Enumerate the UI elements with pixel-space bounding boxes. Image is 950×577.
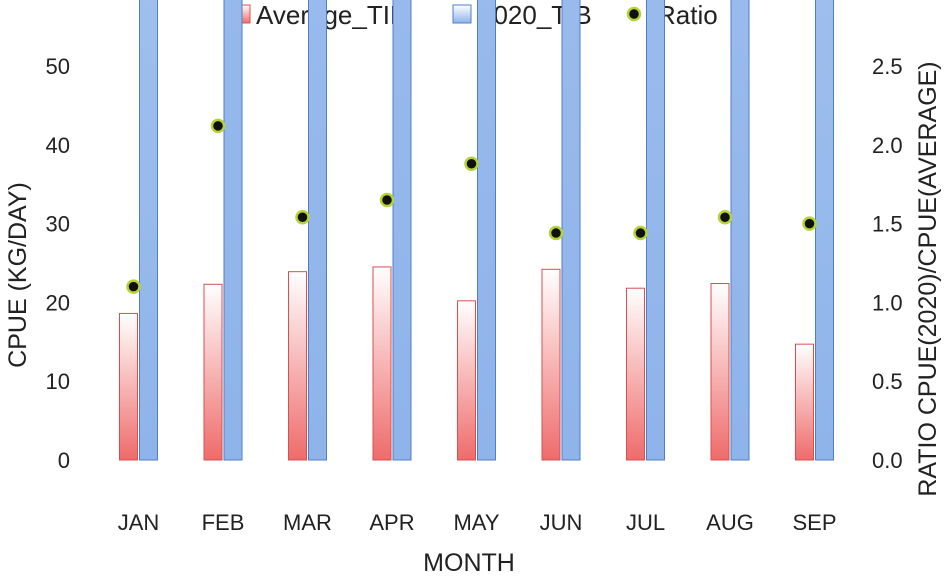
point-ratio-feb: [210, 118, 226, 134]
bar-2020-tib-jan: [139, 0, 158, 461]
bar-2020-tib-feb: [223, 0, 243, 461]
point-ratio-jun: [548, 225, 564, 241]
point-ratio-may: [464, 156, 479, 171]
x-tick-jan: JAN: [118, 510, 160, 535]
bar-2020-tib-jul: [646, 0, 665, 461]
legend: Average_TIB 2020_TIB Ratio: [231, 0, 718, 30]
y-tick-right-0: 0.0: [872, 448, 903, 473]
bar-2020-tib-may: [477, 0, 496, 461]
x-tick-jun: JUN: [540, 510, 583, 535]
bar-2020-tib-sep: [815, 0, 834, 461]
x-axis-title: MONTH: [423, 549, 515, 577]
y-tick-right-1: 0.5: [872, 369, 903, 394]
y-tick-right-5: 2.5: [872, 54, 903, 79]
x-tick-jul: JUL: [626, 510, 665, 535]
x-tick-feb: FEB: [202, 510, 245, 535]
series-ratio-points: [126, 118, 817, 294]
y-tick-right-2: 1.0: [872, 290, 903, 315]
y-axis-left-ticks: 0 10 20 30 40 50: [46, 54, 70, 473]
y-axis-title: CPUE (KG/DAY): [4, 182, 32, 368]
x-axis-category-labels: JAN FEB MAR APR MAY JUN JUL AUG SEP: [118, 510, 837, 535]
legend-label-average-tib: Average_TIB: [256, 0, 407, 30]
y-tick-right-3: 1.5: [872, 212, 903, 237]
y-axis-right-title: RATIO CPUE(2020)/CPUE(AVERAGE): [914, 61, 942, 496]
x-tick-apr: APR: [369, 510, 414, 535]
bar-2020-tib-jun: [561, 0, 581, 461]
y-tick-left-2: 20: [46, 290, 70, 315]
x-tick-aug: AUG: [706, 510, 754, 535]
y-tick-left-4: 40: [46, 133, 70, 158]
bar-average-tib-aug: [710, 282, 730, 461]
y-tick-left-0: 0: [58, 448, 70, 473]
bar-average-tib-may: [457, 300, 476, 461]
point-ratio-aug: [717, 210, 733, 225]
point-ratio-apr: [379, 192, 395, 208]
point-ratio-jan: [126, 279, 141, 294]
bar-average-tib-feb: [203, 283, 223, 461]
x-tick-sep: SEP: [792, 510, 836, 535]
point-ratio-jul: [633, 225, 648, 241]
series-2020-tib-bars: [139, 0, 834, 461]
point-ratio-sep: [802, 216, 817, 231]
y-tick-left-1: 10: [46, 369, 70, 394]
y-axis-right-ticks: 0.0 0.5 1.0 1.5 2.0 2.5: [872, 54, 903, 473]
bar-2020-tib-aug: [730, 0, 750, 461]
y-tick-left-5: 50: [46, 54, 70, 79]
bar-2020-tib-apr: [392, 0, 412, 461]
y-tick-left-3: 30: [46, 212, 70, 237]
bar-average-tib-jul: [626, 287, 645, 461]
legend-swatch-2020-tib: [452, 4, 472, 24]
bar-average-tib-apr: [372, 266, 392, 461]
bar-average-tib-jun: [541, 268, 561, 461]
legend-label-ratio: Ratio: [657, 0, 718, 30]
y-tick-right-4: 2.0: [872, 133, 903, 158]
bar-average-tib-jan: [119, 312, 138, 461]
x-tick-mar: MAR: [283, 510, 332, 535]
x-tick-may: MAY: [453, 510, 499, 535]
legend-marker-ratio: [626, 6, 642, 22]
bar-average-tib-mar: [288, 271, 307, 461]
series-average-tib-bars: [119, 266, 814, 461]
point-ratio-mar: [295, 210, 310, 225]
bar-average-tib-sep: [795, 343, 814, 461]
bar-2020-tib-mar: [308, 0, 327, 461]
